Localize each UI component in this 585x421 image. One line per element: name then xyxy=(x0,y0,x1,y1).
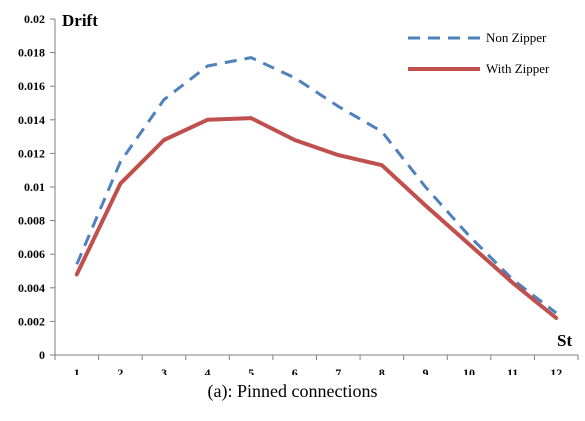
y-tick-label: 0.006 xyxy=(18,247,45,261)
y-tick-labels: 0 0.002 0.004 0.006 0.008 0.01 0.012 0.014 0.016… xyxy=(18,12,45,362)
series-line-non-zipper xyxy=(75,56,558,315)
x-tick-label: 9 xyxy=(422,366,428,375)
legend: Non Zipper With Zipper xyxy=(408,30,550,76)
y-tick-label: 0.014 xyxy=(18,113,45,127)
x-tick-labels: 1 2 3 4 5 6 7 8 9 10 11 12 xyxy=(74,366,562,375)
x-tick-label: 5 xyxy=(248,366,254,375)
x-tick-label: 8 xyxy=(379,366,385,375)
y-tick-label: 0.004 xyxy=(18,281,45,295)
y-tick-label: 0.016 xyxy=(18,79,45,93)
x-tick-label: 1 xyxy=(74,366,80,375)
axes xyxy=(50,18,579,360)
drift-chart: 0 0.002 0.004 0.006 0.008 0.01 0.012 0.014 0.016… xyxy=(18,11,579,375)
x-tick-label: 4 xyxy=(205,366,211,375)
y-tick-label: 0.002 xyxy=(18,314,45,328)
y-tick-label: 0.012 xyxy=(18,146,45,160)
x-tick-label: 3 xyxy=(161,366,167,375)
y-tick-label: 0 xyxy=(39,348,45,362)
x-tick-label: 10 xyxy=(463,366,475,375)
y-tick-label: 0.008 xyxy=(18,214,45,228)
series-line-with-zipper xyxy=(74,116,559,320)
x-tick-label: 12 xyxy=(550,366,562,375)
x-tick-label: 7 xyxy=(335,366,341,375)
figure-caption: (a): Pinned connections xyxy=(207,381,378,401)
y-tick-label: 0.01 xyxy=(24,180,45,194)
legend-label: Non Zipper xyxy=(486,30,547,45)
y-axis-label: Drift xyxy=(62,11,98,30)
legend-label: With Zipper xyxy=(486,61,550,76)
x-tick-label: 2 xyxy=(117,366,123,375)
y-tick-label: 0.018 xyxy=(18,46,45,60)
x-tick-label: 6 xyxy=(292,366,298,375)
series-lines xyxy=(74,56,559,320)
x-tick-label: 11 xyxy=(507,366,518,375)
y-tick-label: 0.02 xyxy=(24,12,45,26)
x-axis-label: St xyxy=(557,331,572,350)
